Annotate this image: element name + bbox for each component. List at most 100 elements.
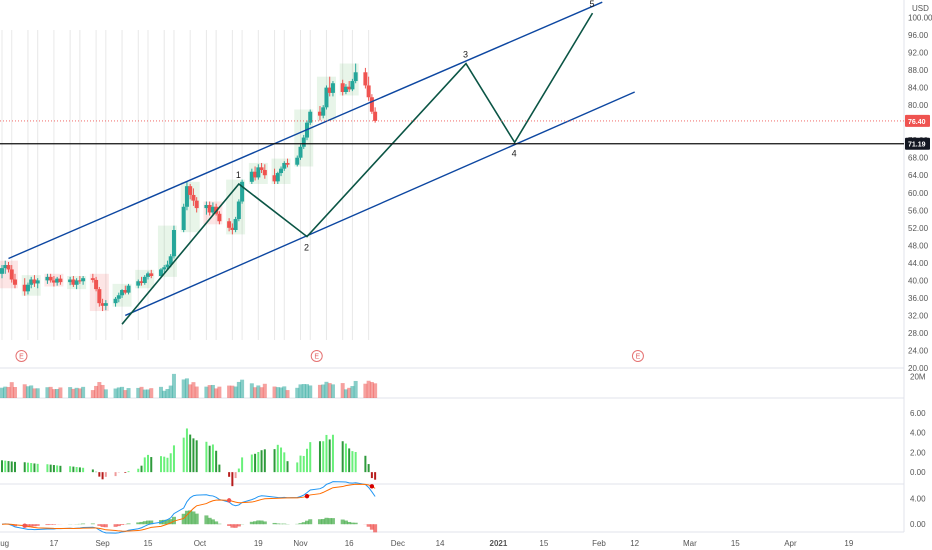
earnings-marker[interactable]: E <box>310 350 323 362</box>
candle[interactable] <box>275 171 280 184</box>
candle[interactable] <box>363 67 368 89</box>
time-tick: 16 <box>345 539 354 548</box>
candle[interactable] <box>3 260 8 274</box>
candle[interactable] <box>373 107 378 123</box>
candle[interactable] <box>210 202 215 215</box>
price-candles[interactable] <box>0 63 378 312</box>
candle[interactable] <box>68 276 73 286</box>
candle[interactable] <box>12 273 17 289</box>
candle[interactable] <box>116 292 121 303</box>
candle[interactable] <box>204 201 209 215</box>
candle[interactable] <box>136 279 141 289</box>
candle[interactable] <box>171 225 176 259</box>
candle[interactable] <box>120 289 125 298</box>
earnings-marker[interactable]: E <box>15 350 28 362</box>
candle[interactable] <box>324 85 329 110</box>
candle[interactable] <box>146 271 151 280</box>
candle[interactable] <box>321 105 326 119</box>
price-axis[interactable]: 20.00 24.00 28.00 32.00 36.00 40.00 44.00 48.00… <box>905 14 932 373</box>
currency-label[interactable]: USD <box>912 4 929 13</box>
drawing-lines[interactable] <box>0 1 904 325</box>
candle[interactable] <box>25 282 30 295</box>
candle[interactable] <box>81 276 86 285</box>
candle[interactable] <box>35 278 40 289</box>
candle[interactable] <box>90 273 95 283</box>
candle[interactable] <box>295 155 300 167</box>
candle[interactable] <box>369 94 374 114</box>
candle[interactable] <box>347 81 352 92</box>
candle[interactable] <box>301 134 306 149</box>
candle[interactable] <box>233 216 238 233</box>
candle[interactable] <box>330 81 335 97</box>
candle[interactable] <box>71 276 76 287</box>
candle[interactable] <box>285 158 290 168</box>
candle[interactable] <box>191 188 196 206</box>
candle[interactable] <box>256 164 261 180</box>
candle[interactable] <box>249 168 254 184</box>
candle[interactable] <box>240 179 245 204</box>
candle[interactable] <box>9 265 14 283</box>
candle[interactable] <box>217 211 222 225</box>
candle[interactable] <box>207 201 212 216</box>
candle[interactable] <box>58 275 63 285</box>
candle[interactable] <box>51 276 56 287</box>
candle[interactable] <box>262 164 267 179</box>
earnings-marker[interactable]: E <box>631 350 644 362</box>
candle[interactable] <box>259 162 264 174</box>
candle[interactable] <box>22 278 27 296</box>
candle[interactable] <box>158 268 163 277</box>
trend-channel-line[interactable] <box>125 91 635 317</box>
trend-channel-line[interactable] <box>8 1 603 260</box>
candle[interactable] <box>253 166 258 181</box>
candle[interactable] <box>343 84 348 95</box>
candle[interactable] <box>55 276 60 286</box>
candle[interactable] <box>103 300 108 311</box>
candle[interactable] <box>272 168 277 184</box>
candle[interactable] <box>366 76 371 101</box>
candle[interactable] <box>0 265 4 279</box>
time-axis[interactable]: Aug 17 Sep 15 Oct 19 Nov 16 Dec 14 2021 15 Feb 12 Mar 1… <box>0 539 854 548</box>
candle[interactable] <box>29 276 34 289</box>
candle[interactable] <box>48 273 53 283</box>
candle[interactable] <box>308 109 313 125</box>
candle[interactable] <box>353 63 358 84</box>
candle[interactable] <box>100 298 105 312</box>
candle[interactable] <box>123 285 128 295</box>
candle[interactable] <box>45 273 50 284</box>
candle[interactable] <box>317 106 322 121</box>
candle[interactable] <box>139 276 144 286</box>
candle[interactable] <box>77 276 82 284</box>
candle-body <box>317 111 322 116</box>
signal-line <box>1 483 376 532</box>
candle[interactable] <box>327 76 332 97</box>
candle[interactable] <box>162 265 167 273</box>
macd-histogram-bar <box>51 524 56 525</box>
price-tick: 60.00 <box>908 189 929 198</box>
candle[interactable] <box>279 166 284 177</box>
candle[interactable] <box>230 223 235 235</box>
candle[interactable] <box>184 181 189 211</box>
candle[interactable] <box>149 269 154 279</box>
macd-cross-marker <box>226 498 232 503</box>
candle[interactable] <box>126 283 131 295</box>
candle[interactable] <box>113 297 118 307</box>
candle[interactable] <box>165 260 170 270</box>
candle[interactable] <box>97 286 102 307</box>
candle[interactable] <box>181 203 186 233</box>
candle[interactable] <box>194 197 199 213</box>
candle[interactable] <box>32 275 37 287</box>
candle[interactable] <box>188 184 193 200</box>
candle[interactable] <box>298 144 303 160</box>
candle[interactable] <box>6 261 11 273</box>
candle[interactable] <box>142 275 147 285</box>
candle[interactable] <box>227 218 232 232</box>
candle[interactable] <box>282 161 287 171</box>
candle[interactable] <box>340 79 345 96</box>
candle[interactable] <box>94 276 99 292</box>
candle[interactable] <box>74 278 79 290</box>
candle[interactable] <box>350 78 355 92</box>
candle[interactable] <box>236 199 241 222</box>
elliott-wave-path[interactable] <box>121 12 594 325</box>
